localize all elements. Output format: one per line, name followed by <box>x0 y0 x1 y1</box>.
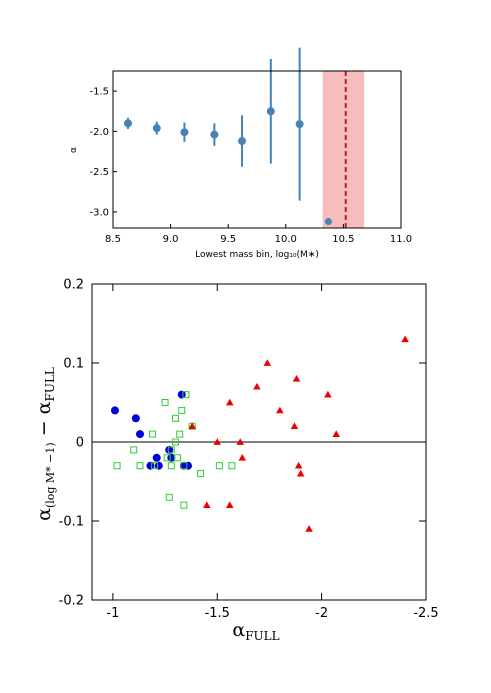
x-tick-label: -2.5 <box>413 606 438 621</box>
top-x-axis-label: Lowest mass bin, log₁₀(M∗) <box>195 250 319 260</box>
y-tick-label: -3.0 <box>89 207 109 218</box>
data-point <box>210 130 219 139</box>
bottom-y-axis-label-suffix: − α <box>33 401 55 436</box>
circle-point <box>152 453 161 462</box>
triangle-point <box>401 335 409 343</box>
triangle-point <box>238 454 247 461</box>
square-point <box>174 454 182 462</box>
x-tick-label: -1 <box>106 606 119 621</box>
square-point <box>172 438 179 446</box>
square-point <box>197 470 205 478</box>
y-tick-label: -1.5 <box>89 87 109 98</box>
x-tick-label: 8.5 <box>105 234 121 245</box>
square-point <box>228 462 236 470</box>
data-point <box>266 107 275 116</box>
bottom-chart: -1 -1.5 -2 -2.50.20.10-0.1-0.2 αFULL α(log … <box>33 278 439 644</box>
triangle-point <box>225 501 234 509</box>
triangle-point <box>324 390 332 398</box>
triangle-point <box>253 382 261 390</box>
top-chart-frame <box>112 70 402 229</box>
triangle-point <box>290 422 299 430</box>
circle-point <box>165 445 174 454</box>
square-point <box>136 462 144 470</box>
y-tick-label: 0 <box>76 436 84 451</box>
square-point <box>215 462 223 470</box>
outlier-point <box>324 218 332 226</box>
x-tick-label: -1.5 <box>205 606 230 621</box>
triangle-point <box>332 430 341 437</box>
triangle-point <box>305 525 313 532</box>
x-tick-label: -2 <box>315 606 328 621</box>
x-tick-label: 10.0 <box>275 234 297 245</box>
triangle-point <box>292 375 301 382</box>
triangle-point <box>294 461 303 469</box>
y-tick-label: -0.1 <box>59 515 84 530</box>
triangle-point <box>225 398 234 406</box>
triangle-point <box>213 438 222 445</box>
x-tick-label: 9.0 <box>163 234 179 245</box>
triangle-point <box>276 406 284 414</box>
square-point <box>149 430 157 438</box>
data-point <box>180 128 189 137</box>
square-point <box>151 462 159 470</box>
y-tick-label: -2.5 <box>89 167 109 178</box>
bottom-y-axis-label-main: α <box>33 508 55 521</box>
square-point <box>165 493 173 501</box>
circle-point <box>154 461 163 470</box>
triangle-point <box>188 422 196 430</box>
circle-point <box>184 461 193 470</box>
triangle-point <box>263 359 272 366</box>
y-tick-label: 0.2 <box>63 278 84 293</box>
square-point <box>161 399 169 406</box>
square-point <box>130 446 138 454</box>
square-point <box>182 391 190 399</box>
square-point <box>180 501 188 509</box>
square-point <box>163 454 171 462</box>
top-chart: 8.5 9.0 9.5 10.0 10.5 11.0 -1.5 -2.0 -2.5 -3.0 Lo… <box>69 47 412 260</box>
square-point <box>113 462 121 470</box>
circle-point <box>110 406 119 415</box>
y-tick-label: -2.0 <box>89 127 109 138</box>
circle-point <box>177 390 186 399</box>
triangle-point <box>296 469 305 477</box>
square-point <box>167 446 175 454</box>
x-tick-label: 10.5 <box>332 234 354 245</box>
circle-point <box>146 461 155 470</box>
data-point <box>295 120 304 129</box>
x-tick-label: 9.5 <box>220 234 236 245</box>
data-point <box>238 137 247 146</box>
bottom-x-axis-label: αFULL <box>232 619 279 643</box>
circle-point <box>136 430 145 439</box>
circle-point <box>167 453 176 462</box>
data-point <box>152 124 161 133</box>
bottom-y-axis-label: α(log M* −1) − αFULL <box>33 367 57 521</box>
circle-point <box>131 414 140 423</box>
square-point <box>176 430 184 438</box>
mass-limit-band <box>322 71 365 228</box>
triangle-point <box>236 438 245 445</box>
triangle-point <box>203 501 211 509</box>
top-y-axis-label: α <box>69 147 79 153</box>
bottom-y-axis-label-sub: (log M* −1) <box>44 442 57 508</box>
y-tick-label: 0.1 <box>63 357 84 372</box>
bottom-x-axis-label-main: α <box>232 619 245 641</box>
square-point <box>178 406 186 414</box>
square-point <box>180 462 188 470</box>
data-point <box>123 119 132 128</box>
square-point <box>172 414 179 422</box>
bottom-x-axis-label-sub: FULL <box>245 629 279 643</box>
x-tick-label: 11.0 <box>390 234 412 245</box>
square-point <box>167 462 175 470</box>
bottom-y-axis-label-suffix-sub: FULL <box>43 367 57 401</box>
y-tick-label: -0.2 <box>59 594 84 609</box>
